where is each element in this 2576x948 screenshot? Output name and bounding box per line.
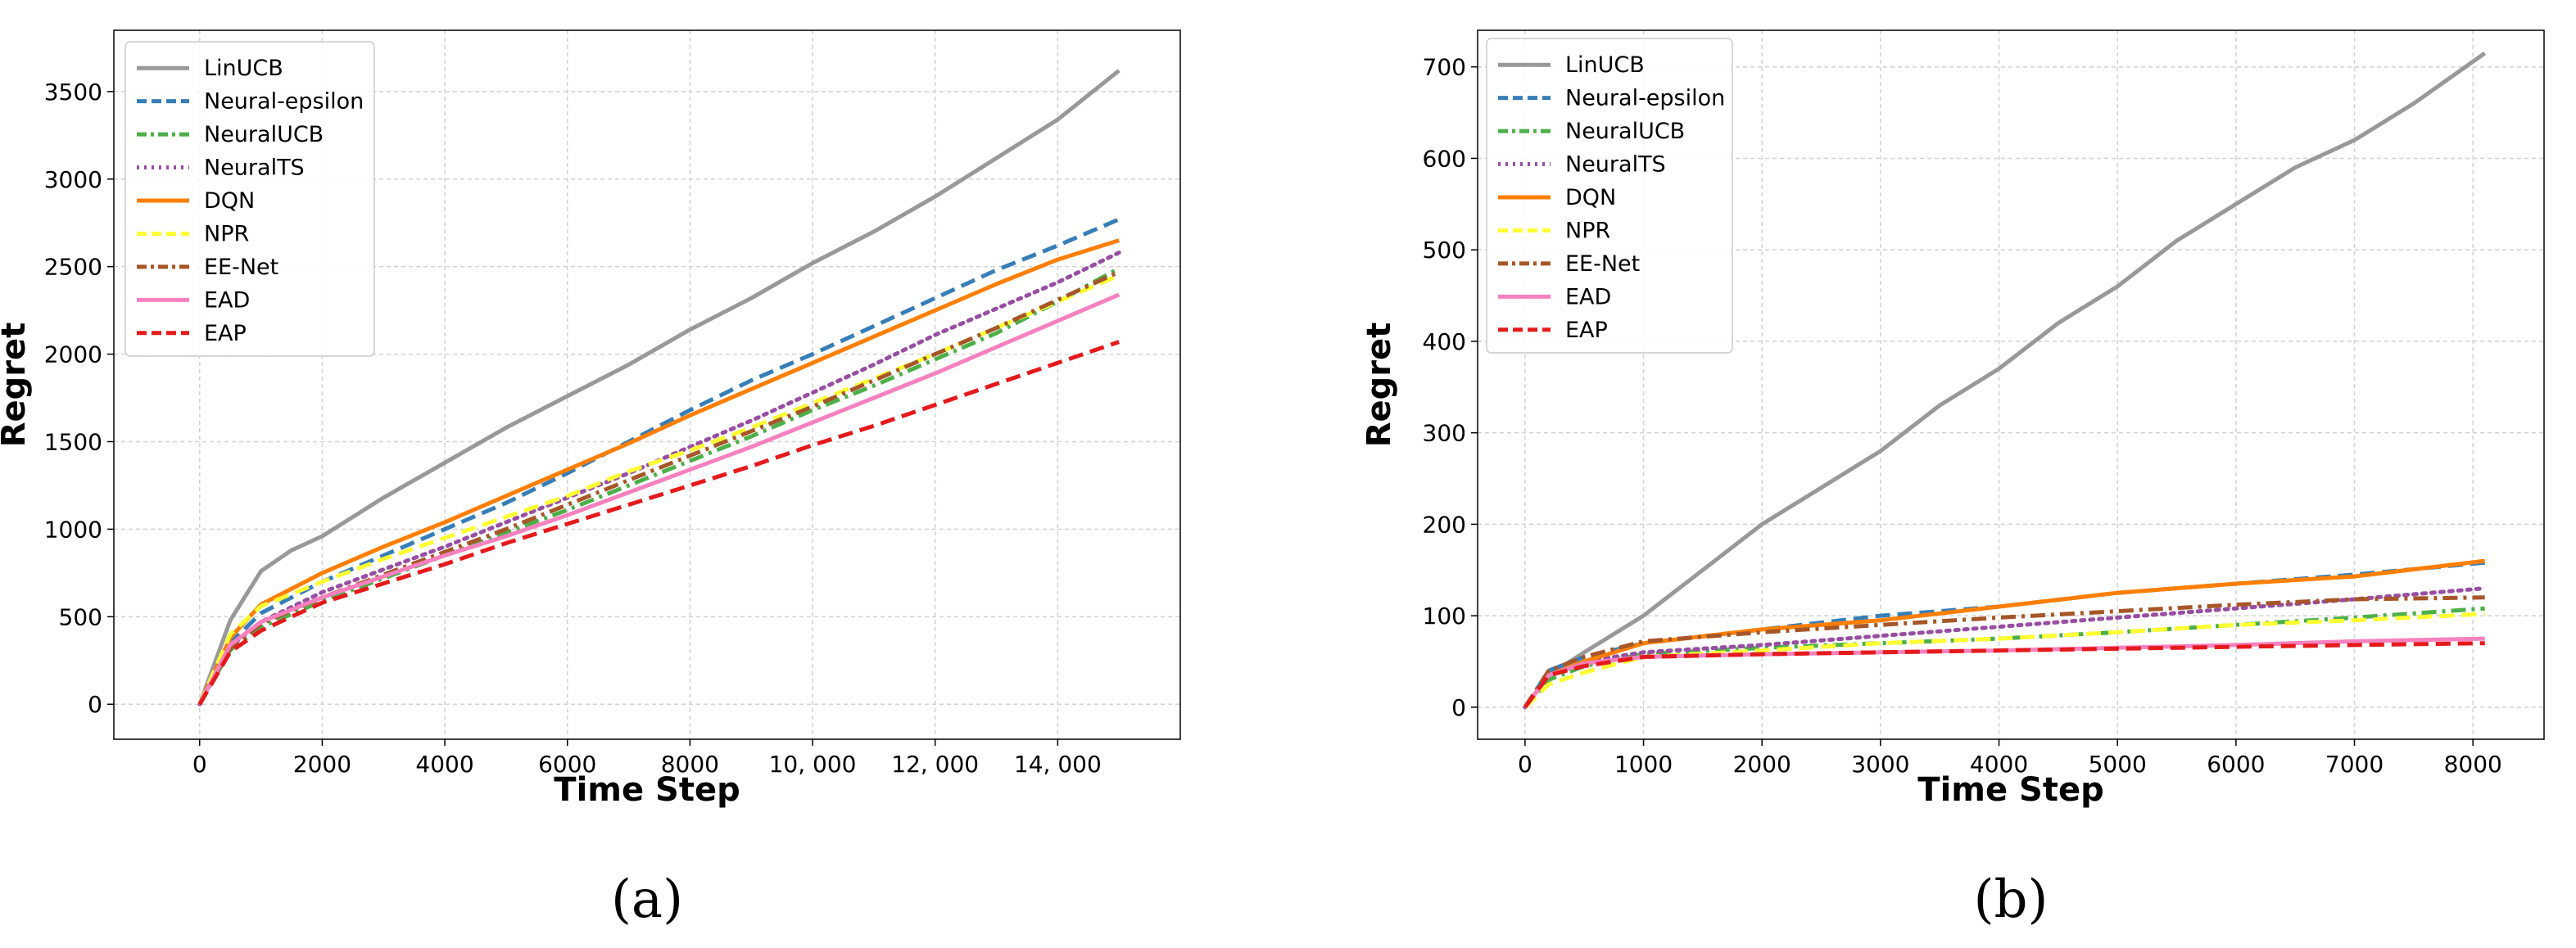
x-tick-label: 14, 000	[1014, 751, 1102, 778]
series-line-neural-epsilon	[1523, 560, 2485, 709]
chart-panel-a: 0 2000 4000 6000 8000 10, 000 12, 000 14, 000 0 5…	[0, 29, 1181, 930]
y-tick-label: 1000	[44, 516, 102, 543]
y-tick-label: 200	[1423, 511, 1466, 538]
legend-label-ee-net: EE-Net	[1565, 251, 1640, 277]
legend: LinUCB Neural-epsilon NeuralUCB NeuralTS DQN…	[124, 41, 375, 357]
y-tick-label: 500	[1423, 237, 1466, 264]
y-tick-label: 3000	[44, 166, 102, 193]
series-group	[197, 69, 1121, 706]
x-tick-label: 6000	[2207, 751, 2265, 778]
legend-label-npr: NPR	[1565, 218, 1610, 243]
legend: LinUCB Neural-epsilon NeuralUCB NeuralTS DQN…	[1486, 38, 1733, 354]
series-line-npr	[197, 273, 1120, 706]
y-tick-label: 500	[59, 603, 102, 630]
series-line-eap	[197, 340, 1120, 706]
legend-label-eap: EAP	[1565, 318, 1608, 343]
y-tick-label: 0	[88, 691, 102, 718]
legend-label-linucb: LinUCB	[204, 56, 283, 81]
x-axis-label: Time Step	[1917, 771, 2103, 809]
legend-label-ee-net: EE-Net	[204, 255, 278, 280]
x-tick-label: 3000	[1851, 751, 1909, 778]
y-tick-label: 700	[1423, 54, 1466, 81]
plot-frame	[1477, 29, 2545, 740]
x-tick-label: 7000	[2325, 751, 2384, 778]
x-tick-label: 8000	[2444, 751, 2502, 778]
x-tick-label: 8000	[661, 751, 719, 778]
x-axis-label: Time Step	[554, 771, 740, 809]
legend-label-dqn: DQN	[1565, 185, 1616, 210]
chart-panel-b: 0 1000 2000 3000 4000 5000 6000 7000 8000 0 100 200…	[1360, 29, 2545, 930]
legend-label-linucb: LinUCB	[1565, 52, 1645, 78]
series-line-linucb	[1523, 51, 2487, 709]
series-line-ead	[1523, 636, 2485, 709]
legend-box	[1486, 38, 1733, 354]
legend-label-eap: EAP	[204, 321, 247, 346]
legend-label-npr: NPR	[204, 221, 249, 246]
legend-label-neural-epsilon: Neural-epsilon	[204, 89, 364, 115]
series-line-dqn	[1523, 558, 2485, 709]
legend-label-neuralucb: NeuralUCB	[204, 122, 324, 147]
y-tick-label: 600	[1423, 145, 1466, 172]
y-tick-label: 400	[1423, 328, 1466, 355]
legend-label-ead: EAD	[1565, 284, 1611, 309]
plot-frame	[113, 29, 1181, 740]
series-group	[1523, 51, 2488, 710]
x-tick-label: 6000	[538, 751, 596, 778]
x-tick-label: 4000	[1970, 751, 2028, 778]
legend-label-neural-epsilon: Neural-epsilon	[1565, 86, 1725, 111]
y-tick-label: 0	[1451, 694, 1466, 721]
y-tick-label: 1500	[44, 428, 102, 455]
series-line-linucb	[197, 69, 1120, 706]
legend-box	[124, 41, 375, 357]
x-tick-label: 0	[1518, 751, 1532, 778]
y-tick-label: 3500	[44, 79, 102, 106]
y-axis-label: Regret	[0, 323, 33, 448]
y-tick-label: 300	[1423, 420, 1466, 447]
legend-label-neuralts: NeuralTS	[204, 156, 305, 181]
x-tick-label: 10, 000	[769, 751, 857, 778]
legend-label-ead: EAD	[204, 287, 250, 313]
x-tick-label: 2000	[293, 751, 351, 778]
series-line-npr	[1523, 612, 2485, 709]
series-line-ee-net	[1523, 595, 2485, 709]
legend-label-neuralts: NeuralTS	[1565, 152, 1666, 178]
panel-caption: (b)	[1974, 869, 2049, 930]
x-tick-label: 5000	[2089, 751, 2147, 778]
x-tick-label: 1000	[1614, 751, 1673, 778]
x-tick-label: 2000	[1733, 751, 1791, 778]
series-line-dqn	[197, 238, 1120, 706]
y-tick-label: 100	[1423, 603, 1466, 630]
y-tick-label: 2000	[44, 341, 102, 368]
x-tick-label: 0	[192, 751, 207, 778]
y-axis-label: Regret	[1360, 323, 1398, 448]
series-line-neuralts	[197, 251, 1121, 706]
x-tick-label: 12, 000	[891, 751, 979, 778]
y-tick-label: 2500	[44, 254, 102, 281]
x-tick-label: 4000	[415, 751, 473, 778]
series-line-neuralucb	[197, 266, 1120, 706]
series-line-ead	[197, 292, 1120, 706]
legend-label-dqn: DQN	[204, 188, 255, 214]
legend-label-neuralucb: NeuralUCB	[1565, 119, 1685, 144]
panel-caption: (a)	[611, 869, 683, 930]
